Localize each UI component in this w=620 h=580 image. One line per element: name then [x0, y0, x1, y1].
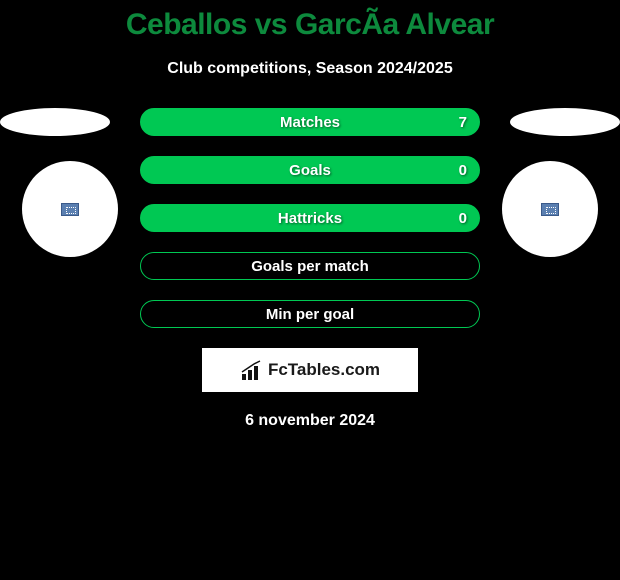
- flag-icon: [61, 203, 79, 216]
- page-title: Ceballos vs GarcÃ­a Alvear: [0, 8, 620, 42]
- bar-chart-icon: [240, 360, 264, 380]
- logo-text: FcTables.com: [268, 360, 380, 380]
- stat-value: 7: [459, 114, 467, 131]
- player-left-oval: [0, 108, 110, 136]
- date-label: 6 november 2024: [0, 412, 620, 430]
- player-right-oval: [510, 108, 620, 136]
- stat-label: Min per goal: [266, 306, 354, 323]
- fctables-logo[interactable]: FcTables.com: [202, 348, 418, 392]
- page-subtitle: Club competitions, Season 2024/2025: [0, 60, 620, 78]
- stat-label: Goals per match: [251, 258, 369, 275]
- stat-label: Hattricks: [278, 210, 342, 227]
- stat-label: Goals: [289, 162, 331, 179]
- stats-list: Matches 7 Goals 0 Hattricks 0 Goals per …: [140, 108, 480, 328]
- stat-row-hattricks: Hattricks 0: [140, 204, 480, 232]
- flag-icon: [541, 203, 559, 216]
- player-right-avatar: [502, 161, 598, 257]
- stat-value: 0: [459, 162, 467, 179]
- stat-row-matches: Matches 7: [140, 108, 480, 136]
- stat-value: 0: [459, 210, 467, 227]
- stat-row-goals: Goals 0: [140, 156, 480, 184]
- player-left-avatar: [22, 161, 118, 257]
- stat-row-min-per-goal: Min per goal: [140, 300, 480, 328]
- stat-label: Matches: [280, 114, 340, 131]
- stat-row-goals-per-match: Goals per match: [140, 252, 480, 280]
